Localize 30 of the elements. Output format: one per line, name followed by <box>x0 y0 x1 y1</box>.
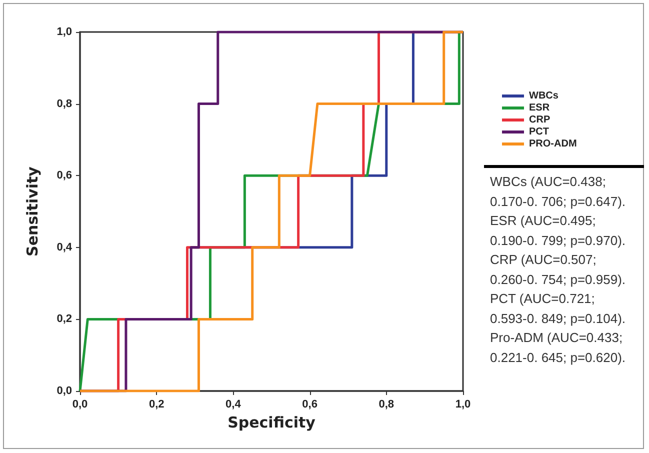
text: ESR (AUC=0.495; <box>490 212 597 230</box>
legend-label: ESR <box>529 102 550 114</box>
legend-label: PRO-ADM <box>529 138 577 150</box>
x-tick-label: 1,0 <box>455 398 471 410</box>
text: CRP (AUC=0.507; <box>490 251 598 269</box>
y-tick-label: 0,0 <box>56 385 72 397</box>
legend-label: WBCs <box>529 90 559 102</box>
text: PCT (AUC=0.721; <box>490 290 596 308</box>
legend-label: PCT <box>529 126 549 138</box>
text: WBCs (AUC=0.438; <box>490 173 607 191</box>
text: 0.593-0. 849; p=0.104). <box>490 310 627 328</box>
y-tick-label: 1,0 <box>56 26 72 38</box>
text: Pro-ADM (AUC=0.433; <box>490 329 624 347</box>
x-tick-label: 0,0 <box>72 398 88 410</box>
text: 0.170-0. 706; p=0.647). <box>490 192 627 211</box>
x-tick-label: 0,6 <box>302 398 318 410</box>
x-tick-label: 0,2 <box>148 398 164 410</box>
legend-label: CRP <box>529 114 550 126</box>
y-axis-title: Sensitivity <box>24 166 42 256</box>
x-tick-label: 0,4 <box>226 398 242 410</box>
y-tick-label: 0,6 <box>56 170 72 182</box>
y-tick-label: 0,8 <box>56 98 72 110</box>
line-series <box>78 30 464 392</box>
text: 0.190-0. 799; p=0.970). <box>490 232 627 250</box>
y-tick-label: 0,4 <box>56 241 73 254</box>
y-tick-label: 0,2 <box>56 313 72 326</box>
x-axis-title: Specificity <box>228 414 316 432</box>
text: 0.221-0. 645; p=0.620). <box>490 348 627 367</box>
text: 0.260-0. 754; p=0.959). <box>490 270 627 289</box>
x-tick-label: 0,8 <box>378 398 394 410</box>
